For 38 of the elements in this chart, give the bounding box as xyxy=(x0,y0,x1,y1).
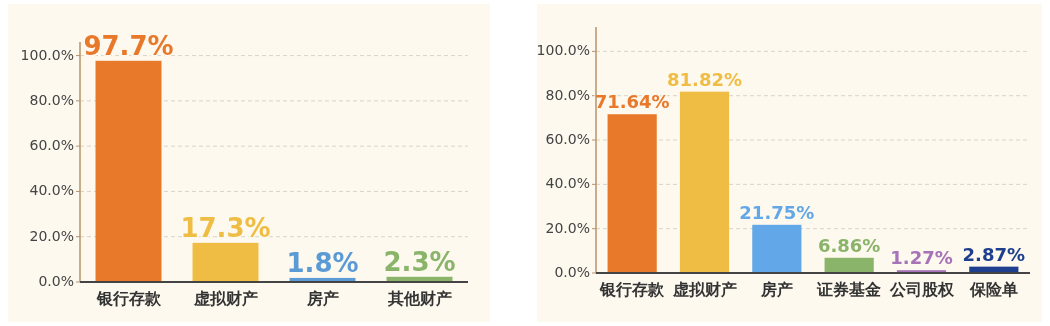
y-tick-label: 0.0% xyxy=(38,273,74,289)
x-tick-label: 银行存款 xyxy=(95,289,162,308)
data-label: 2.87% xyxy=(962,243,1026,265)
x-tick-label: 房产 xyxy=(305,289,339,308)
x-tick-label: 其他财产 xyxy=(386,289,452,308)
bar xyxy=(679,91,730,273)
x-tick-label: 证券基金 xyxy=(816,280,882,299)
y-tick-label: 100.0% xyxy=(536,42,590,59)
bar xyxy=(95,60,162,282)
y-tick-label: 60.0% xyxy=(29,137,74,154)
data-label: 6.86% xyxy=(817,234,881,256)
y-tick-label: 20.0% xyxy=(29,227,74,244)
data-label: 97.7% xyxy=(83,30,174,61)
data-label: 1.8% xyxy=(286,247,359,278)
x-tick-label: 银行存款 xyxy=(599,280,666,299)
data-label: 2.3% xyxy=(383,246,456,277)
data-label: 17.3% xyxy=(180,212,271,243)
y-tick-label: 60.0% xyxy=(545,131,590,148)
bar xyxy=(192,242,259,282)
y-tick-label: 20.0% xyxy=(545,219,590,236)
x-tick-label: 房产 xyxy=(759,280,793,299)
y-tick-label: 0.0% xyxy=(554,264,590,280)
bar xyxy=(607,114,657,273)
y-tick-label: 80.0% xyxy=(29,91,74,108)
y-tick-label: 40.0% xyxy=(29,182,74,199)
x-tick-label: 虚拟财产 xyxy=(671,280,737,299)
y-tick-label: 40.0% xyxy=(545,175,590,192)
x-tick-label: 虚拟财产 xyxy=(192,289,258,308)
bar xyxy=(752,224,802,273)
data-label: 21.75% xyxy=(739,201,815,223)
data-label: 81.82% xyxy=(667,68,742,90)
y-tick-label: 80.0% xyxy=(545,86,590,103)
x-tick-label: 保险单 xyxy=(968,280,1018,299)
data-label: 71.64% xyxy=(594,91,670,113)
x-tick-label: 公司股权 xyxy=(888,280,955,299)
y-tick-label: 100.0% xyxy=(20,46,74,63)
bar xyxy=(824,257,874,273)
data-label: 1.27% xyxy=(890,247,953,269)
